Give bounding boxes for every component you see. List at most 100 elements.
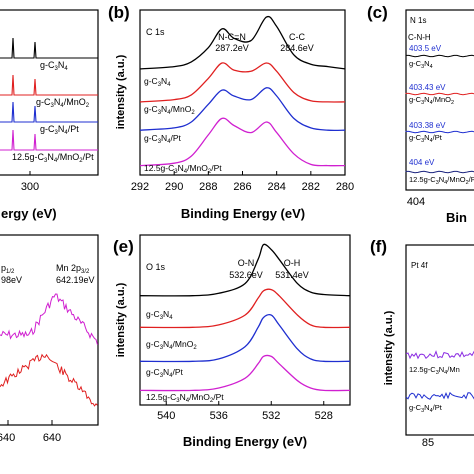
panel-a-frame <box>0 9 99 176</box>
panel-b-tick-label: 280 <box>336 181 354 193</box>
panel-c-trace <box>405 170 474 174</box>
panel-b-xlabel: Binding Energy (eV) <box>181 206 305 221</box>
panel-f: (f) intensity (a.u.) Pt 4f 12.5g-C3N4/Mn… <box>370 237 474 449</box>
panel-c-xlabel: Bin <box>446 210 467 225</box>
panel-b-tick-label: 290 <box>165 181 183 193</box>
panel-e-ann2-name: O-H <box>284 258 301 268</box>
panel-c-series-4: 12.5g-C3N4/MnO2/Pt <box>409 175 474 186</box>
panel-e-ann2-value: 531.4eV <box>275 270 309 280</box>
panel-c-value-2: 403.43 eV <box>409 83 446 92</box>
panel-b-tick-label: 284 <box>267 181 285 193</box>
panel-a-tick-300: 300 <box>21 181 39 193</box>
panel-c-value-3: 403.38 eV <box>409 121 446 130</box>
panel-a-label-4: 12.5g-C3N4/MnO2/Pt <box>12 152 94 164</box>
panel-a-label-3: g-C3N4/Pt <box>40 124 79 136</box>
panel-e-tick-label: 528 <box>315 410 333 422</box>
panel-d-ann1-value: 98eV <box>1 275 22 285</box>
panel-b-tick-label: 282 <box>302 181 320 193</box>
panel-e-tick-label: 536 <box>210 410 228 422</box>
panel-c-frame <box>405 9 474 191</box>
panel-a-trace <box>0 101 98 123</box>
panel-b-ann2-name: C-C <box>289 32 305 42</box>
panel-d-frame <box>0 234 99 426</box>
panel-b-series-label-3: g-C3N4/Pt <box>144 133 182 145</box>
panel-f-tick-85: 85 <box>422 437 434 449</box>
panel-b-ann1-value: 287.2eV <box>215 43 249 53</box>
panel-e-xlabel: Binding Energy (eV) <box>183 434 307 449</box>
panel-e-tick-label: 532 <box>262 410 280 422</box>
panel-b-series-label-4: 12.5g-C3N4/MnO2/Pt <box>144 163 222 175</box>
panel-d-tick-640: 640 <box>43 432 61 444</box>
panel-a-trace <box>0 129 98 151</box>
panel-b-tick-label: 288 <box>199 181 217 193</box>
panel-c-trace <box>405 92 474 96</box>
series-line-3 <box>139 87 346 132</box>
panel-e-curves <box>139 243 351 392</box>
series-line-1 <box>139 15 346 70</box>
panel-c-tick-404: 404 <box>407 196 425 208</box>
series-line-1 <box>139 243 351 297</box>
panel-c-letter: (c) <box>367 3 388 22</box>
panel-d-tick-640-left: 640 <box>0 432 15 444</box>
panel-e-title: O 1s <box>146 262 166 272</box>
panel-f-title: Pt 4f <box>411 261 428 270</box>
panel-b-tick-label: 292 <box>131 181 149 193</box>
panel-e-frame <box>139 234 351 406</box>
panel-b-curves <box>139 15 346 167</box>
panel-e-ann1-value: 532.6eV <box>229 270 263 280</box>
series-line-4 <box>139 354 351 392</box>
panel-a: g-C3N4 g-C3N4/MnO2 g-C3N4/Pt 12.5g-C3N4/… <box>0 9 99 221</box>
panel-f-letter: (f) <box>370 237 387 256</box>
panel-b-ann2-value: 284.6eV <box>280 43 314 53</box>
panel-b-title: C 1s <box>146 27 165 37</box>
panel-f-trace <box>405 391 474 400</box>
panel-e: (e) intensity (a.u.) O 1s O-N 532.6eV O-… <box>113 234 351 449</box>
panel-c-value-4: 404 eV <box>409 158 435 167</box>
panel-f-frame <box>405 244 474 436</box>
panel-b-ylabel: intensity (a.u.) <box>115 54 127 129</box>
panel-a-xlabel: ergy (eV) <box>1 206 57 221</box>
panel-c-curves <box>405 54 474 174</box>
panel-d-ann2-main: Mn 2p3/2 <box>56 263 90 275</box>
panel-e-letter: (e) <box>113 237 134 256</box>
panel-d-trace <box>0 353 98 407</box>
series-line-2 <box>139 288 351 329</box>
panel-b-tick-label: 286 <box>233 181 251 193</box>
panel-a-trace <box>0 37 98 59</box>
panel-a-label-2: g-C3N4/MnO2 <box>36 97 90 109</box>
panel-f-curves <box>405 350 474 400</box>
panel-f-series-label-1: 12.5g-C3N4/Mn <box>409 365 460 376</box>
panel-d-ann1-main: p1/2 <box>1 263 15 275</box>
panel-d-curves <box>0 293 98 407</box>
series-line-3 <box>139 314 351 363</box>
panel-c-title: N 1s <box>410 16 426 25</box>
panel-a-curves <box>0 37 98 151</box>
series-line-4 <box>139 117 346 167</box>
panel-c: (c) N 1s C-N-H 403.5 eV g-C3N4 403.43 eV… <box>367 3 474 225</box>
panel-d-trace <box>0 293 98 345</box>
panel-c-trace <box>405 130 474 134</box>
panel-b-series-label-1: g-C3N4 <box>144 76 171 88</box>
panel-e-tick-label: 540 <box>157 410 175 422</box>
panel-e-series-label-3: g-C3N4/Pt <box>146 367 184 379</box>
panel-c-trace <box>405 54 474 58</box>
panel-c-series-1: g-C3N4 <box>409 59 433 70</box>
panel-f-ylabel: intensity (a.u.) <box>383 310 395 385</box>
panel-e-ticks: 540 536 532 528 <box>157 401 333 422</box>
panel-e-series-label-2: g-C3N4/MnO2 <box>146 339 197 351</box>
panel-e-series-label-1: g-C3N4 <box>146 309 173 321</box>
panel-c-series-3: g-C3N4/Pt <box>409 133 443 144</box>
panel-e-ann1-name: O-N <box>238 258 255 268</box>
panel-b-series-label-2: g-C3N4/MnO2 <box>144 104 195 116</box>
panel-b-ticks: 292 290 288 286 284 282 280 <box>131 171 354 193</box>
panel-c-value-1: 403.5 eV <box>409 44 442 53</box>
panel-b: (b) intensity (a.u.) C 1s N-C=N 287.2eV … <box>108 3 354 221</box>
panel-a-trace <box>0 74 98 96</box>
panel-e-series-label-4: 12.5g-C3N4/MnO2/Pt <box>146 392 224 404</box>
panel-a-label-1: g-C3N4 <box>40 60 68 72</box>
panel-e-ylabel: intensity (a.u.) <box>115 282 127 357</box>
panel-d-ann2-value: 642.19eV <box>56 275 95 285</box>
panel-f-trace <box>405 350 474 360</box>
panel-f-series-label-2: g-C3N4/Pt <box>409 403 443 414</box>
